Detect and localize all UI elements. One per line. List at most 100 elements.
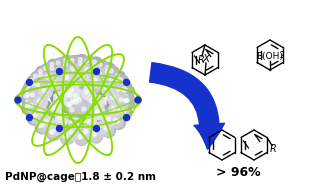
Circle shape (56, 125, 62, 132)
Circle shape (89, 96, 101, 109)
Circle shape (98, 71, 102, 75)
Circle shape (40, 123, 44, 127)
Circle shape (86, 96, 99, 109)
Circle shape (39, 85, 52, 98)
Circle shape (33, 80, 46, 93)
Circle shape (74, 96, 78, 100)
Circle shape (108, 77, 111, 81)
Circle shape (88, 92, 101, 105)
Circle shape (124, 88, 128, 92)
Circle shape (105, 123, 109, 127)
Circle shape (35, 107, 48, 120)
Circle shape (69, 97, 82, 110)
Circle shape (68, 93, 72, 97)
Circle shape (83, 88, 87, 92)
Circle shape (81, 94, 85, 98)
Circle shape (72, 97, 76, 101)
Circle shape (35, 121, 48, 134)
Circle shape (112, 116, 125, 129)
Circle shape (117, 95, 129, 108)
Circle shape (97, 61, 110, 74)
Circle shape (107, 69, 120, 82)
Circle shape (31, 71, 43, 84)
Circle shape (82, 87, 95, 100)
Circle shape (62, 73, 75, 86)
Circle shape (92, 107, 106, 120)
Circle shape (49, 120, 53, 124)
Circle shape (37, 73, 41, 77)
Circle shape (73, 123, 86, 136)
Circle shape (78, 118, 82, 122)
Circle shape (86, 88, 90, 91)
Circle shape (108, 93, 121, 105)
Circle shape (71, 67, 74, 71)
Circle shape (75, 131, 88, 144)
Circle shape (30, 82, 34, 86)
Circle shape (76, 92, 89, 105)
Circle shape (47, 64, 60, 77)
Circle shape (68, 90, 81, 103)
Circle shape (56, 68, 62, 74)
Circle shape (63, 103, 67, 106)
Circle shape (86, 119, 90, 122)
Circle shape (98, 69, 102, 73)
Circle shape (74, 96, 78, 100)
Circle shape (87, 121, 100, 134)
Circle shape (51, 80, 64, 93)
Circle shape (72, 90, 76, 94)
Circle shape (65, 99, 69, 103)
Circle shape (26, 93, 30, 97)
Circle shape (119, 98, 123, 101)
Circle shape (117, 81, 121, 85)
Circle shape (35, 70, 49, 83)
Text: B(OH): B(OH) (257, 53, 283, 61)
Circle shape (46, 117, 59, 130)
Circle shape (21, 91, 34, 104)
Circle shape (39, 124, 43, 128)
Circle shape (65, 101, 78, 114)
Circle shape (26, 90, 39, 103)
Circle shape (35, 117, 48, 129)
Circle shape (42, 117, 55, 130)
Circle shape (89, 112, 102, 125)
Circle shape (29, 101, 42, 114)
Circle shape (30, 110, 34, 114)
Circle shape (56, 127, 60, 131)
Circle shape (29, 93, 33, 97)
Circle shape (104, 114, 117, 127)
Circle shape (38, 69, 42, 73)
Circle shape (78, 62, 82, 66)
Circle shape (71, 94, 83, 107)
Circle shape (65, 94, 69, 98)
Circle shape (87, 60, 91, 64)
Circle shape (52, 105, 56, 109)
Circle shape (92, 95, 105, 108)
Circle shape (63, 130, 67, 134)
Circle shape (102, 125, 115, 138)
Circle shape (59, 80, 72, 93)
Circle shape (115, 119, 119, 123)
Circle shape (105, 74, 118, 87)
Circle shape (89, 130, 102, 143)
Circle shape (121, 91, 134, 105)
Circle shape (36, 121, 49, 134)
Circle shape (75, 96, 79, 100)
Circle shape (84, 90, 97, 103)
Circle shape (38, 110, 42, 114)
Circle shape (63, 99, 76, 112)
Circle shape (75, 55, 88, 68)
Circle shape (109, 85, 122, 98)
Circle shape (27, 107, 40, 120)
Circle shape (70, 87, 83, 100)
Circle shape (110, 72, 114, 76)
Circle shape (29, 103, 33, 107)
Circle shape (61, 60, 74, 72)
Circle shape (57, 66, 61, 69)
Circle shape (59, 60, 63, 64)
Circle shape (84, 84, 88, 88)
Circle shape (71, 94, 85, 107)
Circle shape (68, 102, 72, 105)
Circle shape (118, 102, 132, 115)
Circle shape (67, 93, 71, 97)
Circle shape (122, 109, 126, 113)
